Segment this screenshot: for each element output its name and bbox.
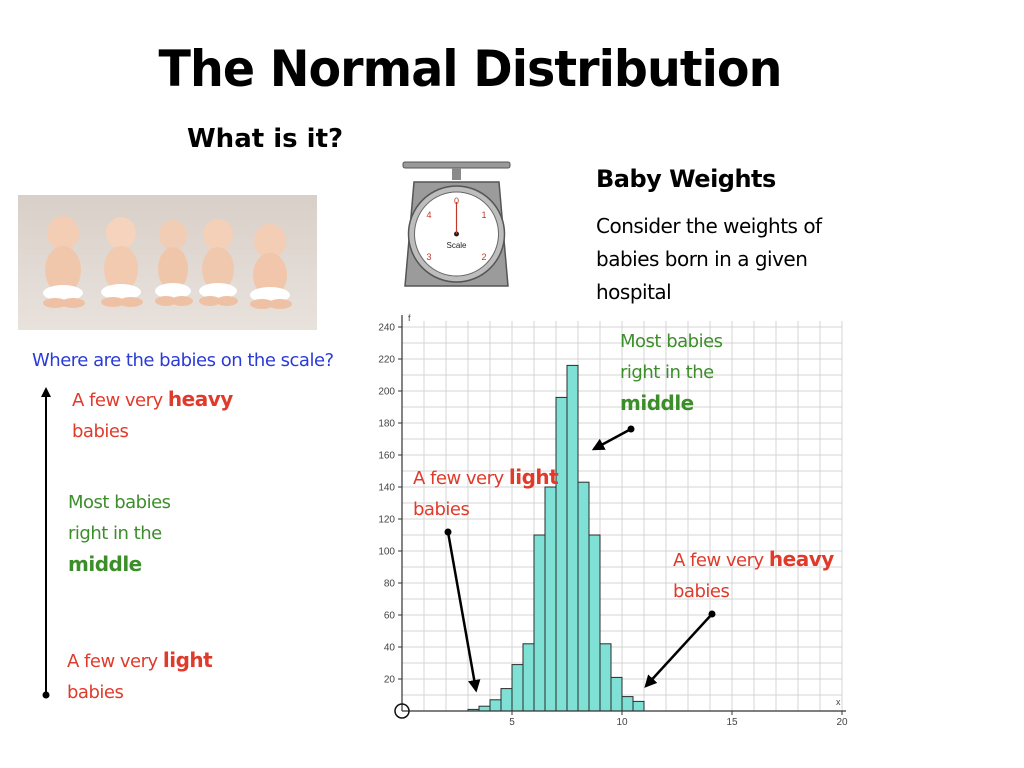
- slide-title: The Normal Distribution: [158, 40, 783, 98]
- scale-number-4: 4: [426, 210, 431, 220]
- x-tick-label: 5: [509, 717, 515, 728]
- slide-subtitle: What is it?: [187, 124, 344, 154]
- left-heavy-suffix: babies: [72, 421, 129, 442]
- histogram-bar: [610, 676, 623, 712]
- babies-photo: [18, 195, 317, 330]
- left-light-prefix: A few very: [67, 651, 163, 672]
- y-tick-label: 180: [378, 419, 395, 430]
- chart-heavy-suffix: babies: [673, 581, 730, 602]
- histogram-bars: [467, 364, 645, 712]
- x-axis-label: x: [836, 697, 841, 707]
- y-tick-label: 20: [384, 675, 396, 686]
- baby-weights-title: Baby Weights: [596, 165, 776, 193]
- scale-number-2: 2: [481, 252, 486, 262]
- histogram-bar: [621, 696, 634, 712]
- kitchen-scale-icon: 0 1 2 3 4 Scale: [402, 161, 511, 287]
- histogram-bar: [478, 705, 491, 712]
- histogram-bar: [588, 534, 601, 712]
- chart-light-label: A few very light babies: [413, 462, 559, 525]
- y-tick-label: 140: [378, 483, 395, 494]
- scale-question: Where are the babies on the scale?: [32, 350, 334, 371]
- chart-tick-labels: 5 10 15 20 20 40 60 80 100 120 140 160 180 200 220 240: [378, 323, 848, 729]
- left-middle-line1: Most babies: [68, 492, 171, 513]
- scale-face-label: Scale: [446, 241, 467, 250]
- vertical-scale-arrow: [41, 387, 51, 699]
- chart-middle-word: middle: [620, 391, 694, 415]
- chart-light-word: light: [508, 465, 559, 489]
- scale-number-3: 3: [426, 252, 431, 262]
- chart-middle-label: Most babies right in the middle: [620, 326, 723, 420]
- y-tick-label: 40: [384, 643, 396, 654]
- baby-figures: [43, 216, 292, 309]
- histogram-bar: [522, 643, 535, 712]
- left-heavy-label: A few very heavy babies: [72, 384, 233, 447]
- chart-heavy-label: A few very heavy babies: [673, 544, 834, 607]
- histogram-bar: [566, 364, 579, 712]
- y-tick-label: 160: [378, 451, 395, 462]
- scale-number-1: 1: [481, 210, 486, 220]
- histogram-bar: [511, 664, 524, 712]
- y-tick-label: 80: [384, 579, 396, 590]
- histogram-bar: [599, 643, 612, 712]
- origin-marker: [394, 703, 410, 719]
- chart-axes: [394, 315, 846, 719]
- chart-middle-line1: Most babies: [620, 331, 723, 352]
- histogram-bar: [555, 396, 568, 712]
- left-middle-line2: right in the: [68, 523, 162, 544]
- chart-heavy-word: heavy: [768, 547, 834, 571]
- chart-heavy-prefix: A few very: [673, 550, 769, 571]
- histogram-bar: [489, 699, 502, 712]
- x-tick-label: 15: [726, 717, 738, 728]
- y-tick-label: 200: [378, 387, 395, 398]
- left-light-label: A few very light babies: [67, 645, 213, 708]
- y-tick-label: 120: [378, 515, 395, 526]
- y-tick-label: 220: [378, 355, 395, 366]
- left-light-suffix: babies: [67, 682, 124, 703]
- left-middle-word: middle: [68, 552, 142, 576]
- left-heavy-prefix: A few very: [72, 390, 168, 411]
- scale-number-0: 0: [454, 196, 459, 206]
- y-axis-label: f: [408, 313, 411, 323]
- left-middle-label: Most babies right in the middle: [68, 487, 171, 581]
- left-light-word: light: [162, 648, 213, 672]
- histogram-bar: [632, 700, 645, 712]
- x-tick-label: 10: [616, 717, 628, 728]
- baby-weights-description: Consider the weights of babies born in a…: [596, 214, 822, 304]
- chart-light-suffix: babies: [413, 499, 470, 520]
- y-tick-label: 100: [378, 547, 395, 558]
- histogram-bar: [533, 534, 546, 712]
- y-tick-label: 60: [384, 611, 396, 622]
- left-heavy-word: heavy: [167, 387, 233, 411]
- histogram-bar: [500, 688, 513, 712]
- x-tick-label: 20: [836, 717, 848, 728]
- histogram-bar: [577, 481, 590, 712]
- y-tick-label: 240: [378, 323, 395, 334]
- chart-light-prefix: A few very: [413, 468, 509, 489]
- chart-middle-line2: right in the: [620, 362, 714, 383]
